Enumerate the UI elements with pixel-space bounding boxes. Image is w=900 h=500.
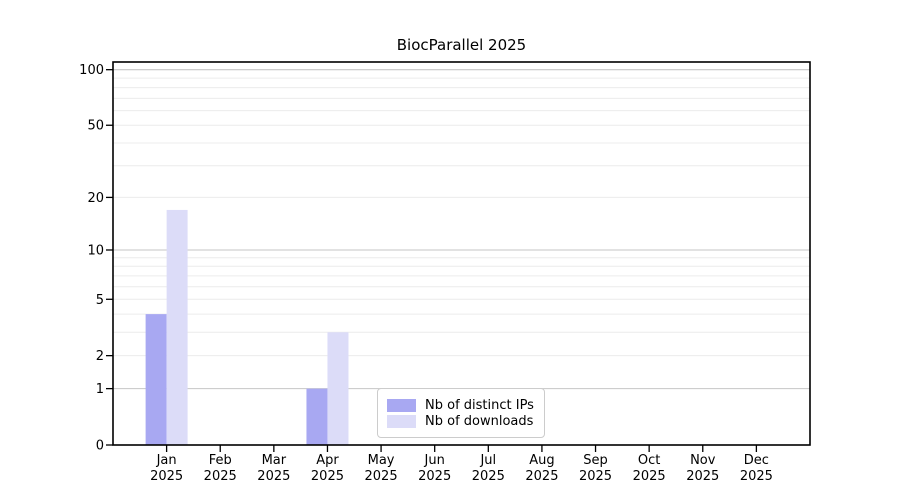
- legend: Nb of distinct IPs Nb of downloads: [377, 388, 545, 438]
- x-tick-label-year: 2025: [311, 469, 344, 484]
- x-tick-label-year: 2025: [633, 469, 666, 484]
- x-tick-label-month: Mar: [262, 453, 287, 468]
- x-tick-label-year: 2025: [257, 469, 290, 484]
- x-tick-label-year: 2025: [204, 469, 237, 484]
- y-tick-label: 20: [87, 191, 104, 206]
- x-tick-label-month: Jan: [156, 453, 177, 468]
- legend-swatch-distinct-ips: [387, 398, 416, 412]
- x-tick-label-month: Dec: [744, 453, 769, 468]
- x-tick-label-year: 2025: [525, 469, 558, 484]
- x-tick-label-month: Jun: [424, 453, 445, 468]
- x-tick-label-year: 2025: [686, 469, 719, 484]
- y-tick-label: 100: [79, 63, 104, 78]
- legend-label-distinct-ips: Nb of distinct IPs: [425, 397, 534, 413]
- bar-distinct-ips-jan: [145, 314, 167, 445]
- y-tick-label: 2: [96, 349, 104, 364]
- x-tick-label-month: Oct: [638, 453, 660, 468]
- x-tick-label-year: 2025: [472, 469, 505, 484]
- plot-border: [112, 61, 811, 446]
- chart-title: BiocParallel 2025: [396, 36, 527, 54]
- y-tick-label: 10: [87, 243, 104, 258]
- legend-item-distinct-ips: Nb of distinct IPs: [387, 397, 544, 413]
- y-tick-label: 0: [96, 439, 104, 454]
- x-tick-label-month: Feb: [209, 453, 232, 468]
- x-tick-label-year: 2025: [579, 469, 612, 484]
- x-tick-label-year: 2025: [740, 469, 773, 484]
- x-tick-label-month: Apr: [316, 453, 339, 468]
- bar-downloads-apr: [327, 332, 349, 445]
- x-tick-label-year: 2025: [418, 469, 451, 484]
- y-tick-label: 1: [96, 382, 104, 397]
- x-tick-label-month: Nov: [690, 453, 716, 468]
- x-tick-label-month: Jul: [479, 453, 496, 468]
- legend-label-downloads: Nb of downloads: [425, 413, 534, 429]
- x-tick-label-month: Aug: [529, 453, 554, 468]
- legend-swatch-downloads: [387, 414, 416, 428]
- legend-item-downloads: Nb of downloads: [387, 413, 544, 429]
- x-tick-label-year: 2025: [150, 469, 183, 484]
- x-tick-label-month: May: [368, 453, 395, 468]
- x-tick-label-month: Sep: [583, 453, 608, 468]
- y-tick-label: 5: [96, 293, 104, 308]
- bar-distinct-ips-apr: [306, 388, 328, 445]
- bar-downloads-jan: [166, 209, 188, 445]
- y-tick-label: 50: [87, 119, 104, 134]
- x-tick-label-year: 2025: [365, 469, 398, 484]
